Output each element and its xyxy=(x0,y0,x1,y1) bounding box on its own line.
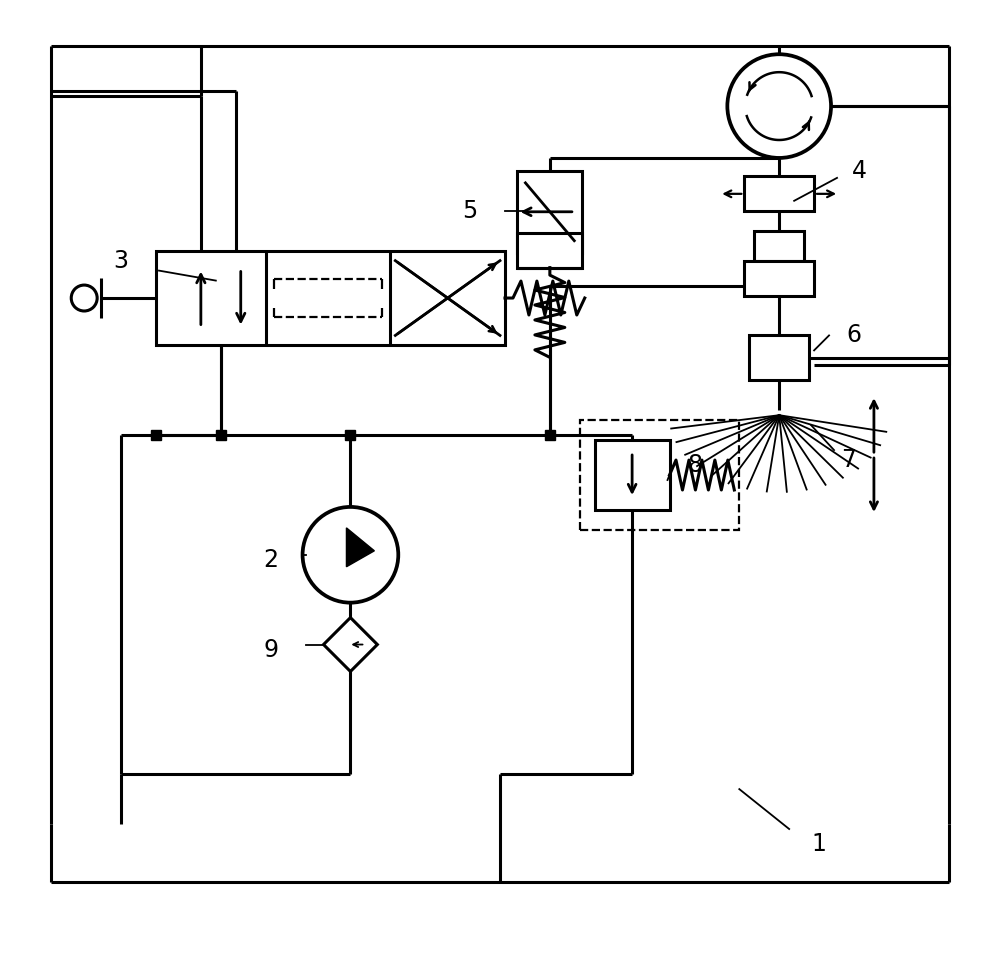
Circle shape xyxy=(727,54,831,158)
Text: 9: 9 xyxy=(263,638,278,662)
Bar xyxy=(749,336,809,380)
Polygon shape xyxy=(324,618,377,672)
Text: 7: 7 xyxy=(841,448,856,472)
Bar xyxy=(580,420,739,530)
Polygon shape xyxy=(346,528,374,566)
Text: 5: 5 xyxy=(462,199,478,223)
Bar xyxy=(156,251,505,345)
Bar xyxy=(754,231,804,261)
Circle shape xyxy=(303,507,398,603)
Text: 2: 2 xyxy=(263,548,278,572)
Bar xyxy=(744,176,814,210)
Bar xyxy=(517,233,582,267)
Bar xyxy=(595,440,670,510)
Circle shape xyxy=(71,285,97,311)
Text: 1: 1 xyxy=(812,832,827,856)
Text: 3: 3 xyxy=(114,249,129,273)
Bar xyxy=(517,171,582,253)
Text: 6: 6 xyxy=(846,323,861,347)
Bar xyxy=(744,261,814,295)
Text: 8: 8 xyxy=(687,453,702,477)
Text: 4: 4 xyxy=(851,159,866,183)
